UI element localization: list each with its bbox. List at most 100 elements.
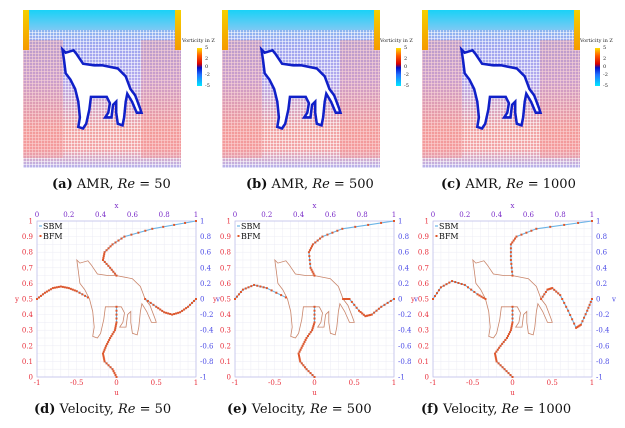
bfm-point [578, 324, 581, 327]
bfm-point [113, 372, 116, 375]
bfm-point [144, 298, 147, 300]
left-tick-label: 0.3 [418, 327, 429, 335]
v-axis-label-right: v [611, 296, 616, 304]
bfm-point [367, 223, 370, 226]
bfm-point [380, 305, 383, 308]
sbm-line [102, 220, 197, 276]
bfm-point [375, 309, 378, 312]
top-tick-label: 0.2 [261, 211, 272, 219]
bottom-tick-label: 0 [114, 379, 118, 387]
bfm-point [583, 316, 586, 319]
bfm-point [509, 259, 512, 261]
bfm-point [308, 249, 311, 252]
bfm-point [275, 291, 278, 294]
bfm-point [480, 295, 483, 298]
bottom-tick-label: 1 [194, 379, 198, 387]
colorbar-tick: -2 [603, 72, 608, 78]
right-tick-label: 0.8 [200, 233, 211, 241]
bfm-point [59, 285, 62, 288]
bfm-point [309, 331, 312, 334]
bfm-point [157, 307, 160, 310]
bfm-point [501, 342, 504, 345]
bfm-point [577, 221, 580, 224]
bfm-point [504, 338, 507, 341]
bfm-point [107, 340, 110, 343]
bfm-point [510, 327, 513, 330]
velocity-plot-d: 0 0.2 0.4 0.6 0.8 1-1 -0.5 0 0.5 100.10.20.30.40.… [14, 202, 220, 397]
colorbar-gradient [595, 48, 600, 86]
right-tick-label: 0.2 [398, 280, 409, 288]
top-tick-label: 0.4 [293, 211, 305, 219]
right-tick-label: 1 [200, 218, 204, 226]
left-tick-label: 0.1 [220, 358, 231, 366]
right-tick-label: -0.4 [200, 327, 214, 335]
colorbar-title: Vorticity in Z [182, 38, 215, 44]
colorbar-tick: 2 [205, 56, 209, 62]
caption-d: (d) Velocity, Re = 50 [34, 402, 172, 417]
left-tick-label: 0.5 [220, 296, 231, 304]
top-tick-label: 0.2 [63, 211, 74, 219]
bfm-point [63, 286, 66, 289]
bfm-point [144, 229, 147, 232]
bfm-point [494, 354, 497, 357]
left-tick-label: 0.8 [418, 249, 429, 257]
bfm-point [177, 311, 180, 314]
bfm-point [307, 251, 310, 254]
bfm-point [113, 329, 116, 332]
bfm-point [561, 298, 564, 300]
right-tick-label: -0.4 [596, 327, 610, 335]
bfm-point [113, 272, 116, 275]
bfm-point [313, 376, 316, 378]
cat-outline [274, 258, 355, 339]
bfm-point [313, 321, 316, 324]
bfm-point [184, 221, 187, 224]
bfm-point [130, 233, 133, 236]
colorbar-tick: 5 [603, 45, 607, 51]
cat-obstacle [459, 45, 543, 131]
bfm-point [355, 306, 358, 309]
bfm-point [137, 231, 140, 234]
right-tick-label: -0.4 [398, 327, 412, 335]
bfm-point [151, 227, 154, 230]
right-tick-label: 0.6 [200, 249, 212, 257]
bfm-point [256, 284, 259, 287]
bfm-point [509, 329, 512, 332]
y-axis-label-left: y [14, 296, 19, 304]
bfm-point [159, 308, 162, 311]
bfm-point [102, 257, 105, 260]
bfm-point [575, 326, 578, 329]
right-tick-label: 0.6 [596, 249, 608, 257]
bfm-point [507, 372, 510, 375]
bfm-point [298, 356, 301, 359]
bfm-point [555, 290, 558, 293]
top-tick-label: 1 [590, 211, 594, 219]
bfm-point [57, 285, 60, 288]
left-tick-label: 0.1 [418, 358, 429, 366]
colorbar-tick: -5 [205, 83, 210, 89]
bfm-point [53, 286, 56, 289]
bfm-point [284, 296, 287, 299]
legend-bfm-swatch [237, 235, 240, 237]
left-tick-label: 0.6 [220, 280, 232, 288]
right-tick-label: -0.8 [398, 358, 412, 366]
bfm-point [302, 342, 305, 345]
bfm-point [110, 335, 113, 338]
bfm-point [460, 282, 463, 285]
bfm-point [451, 280, 454, 283]
velocity-plot-f: 0 0.2 0.4 0.6 0.8 1-1 -0.5 0 0.5 100.10.20.30.40.… [410, 202, 616, 397]
bfm-point [41, 293, 44, 296]
bfm-point [509, 251, 512, 254]
bfm-point [107, 264, 110, 267]
v-axis-label-right: v [413, 296, 418, 304]
bfm-point [515, 235, 518, 238]
bfm-point [525, 231, 528, 234]
bfm-point [105, 344, 108, 347]
bfm-point [308, 255, 311, 258]
bfm-point [361, 312, 364, 315]
bfm-point [175, 312, 178, 315]
bfm-point [345, 298, 348, 300]
right-tick-label: 0.4 [596, 264, 608, 272]
bfm-point [67, 287, 70, 290]
bfm-point [313, 305, 316, 308]
bfm-point [511, 305, 514, 308]
